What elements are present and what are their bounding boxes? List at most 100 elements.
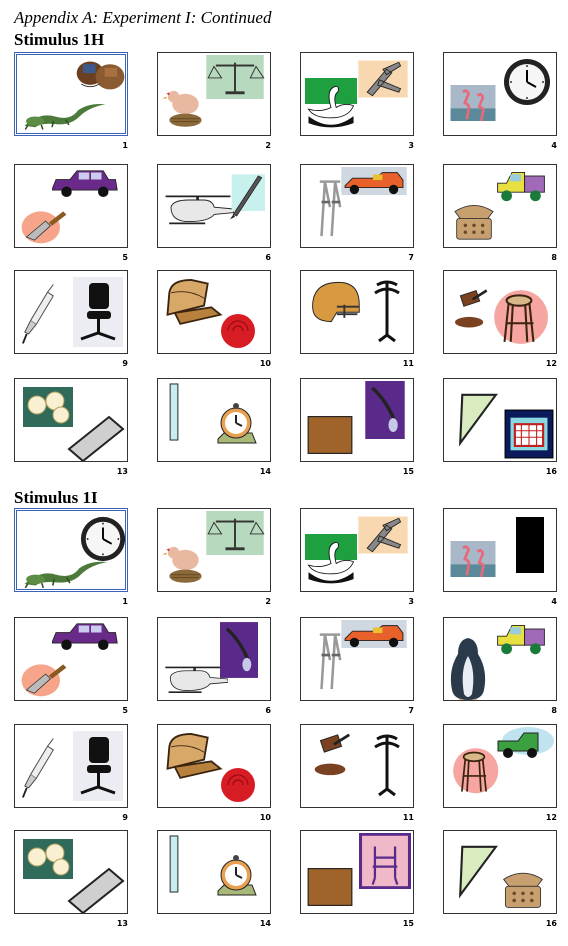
stimulus-cell[interactable] [300,52,414,136]
stimulus-cell[interactable] [300,830,414,914]
stimulus-number: 7 [408,253,414,262]
stimulus-cell[interactable] [157,830,271,914]
stimulus-cell[interactable] [14,270,128,354]
stimulus-number: 11 [402,813,414,822]
triangle-icon [456,841,498,901]
syringe-icon [21,279,59,349]
stimulus-cell[interactable] [300,378,414,462]
stimulus-number: 13 [116,467,128,476]
wall-clock-icon [79,515,125,563]
grey-rectangle-icon [63,865,127,913]
race-car-icon [341,620,407,648]
stimulus-cell[interactable] [443,270,557,354]
stimulus-number: 14 [259,919,271,928]
grey-rectangle-icon [63,413,127,461]
black-rectangle-icon [516,515,544,575]
stimulus-number: 3 [408,141,414,150]
wall-clock-icon [502,57,552,107]
pliers-icon [355,513,411,557]
office-chair-icon [73,275,123,349]
swan-icon [305,77,357,131]
section-title-1i: Stimulus 1I [14,488,98,507]
office-chair-icon [73,729,123,803]
stimulus-cell[interactable] [443,830,557,914]
hen-on-nest-icon [162,81,206,133]
stimulus-cell[interactable] [157,270,271,354]
stimulus-cell[interactable] [443,378,557,462]
stimulus-number: 5 [122,706,128,715]
stimulus-number: 3 [408,597,414,606]
fountain-pen-icon [220,167,270,225]
hen-on-nest-icon [162,537,206,589]
telephone-icon [448,199,500,243]
purple-ink-icon [365,381,405,439]
penguin-icon [448,634,488,700]
purple-chair-icon [358,832,412,890]
stimulus-cell[interactable] [14,830,128,914]
stimulus-cell[interactable] [157,378,271,462]
stimulus-cell[interactable] [443,724,557,808]
alarm-clock-icon [210,851,260,901]
stimulus-cell[interactable] [157,164,271,248]
stimulus-cell[interactable] [14,508,128,592]
stimulus-number: 2 [265,141,271,150]
syringe-icon [21,733,59,803]
stimulus-number: 1 [122,141,128,150]
stimulus-cell[interactable] [300,617,414,701]
trowel-icon [19,658,69,698]
thin-bar-icon [166,383,182,441]
stimulus-number: 12 [545,813,557,822]
stimulus-cell[interactable] [300,270,414,354]
roses-icon [23,387,73,427]
goal-net-icon [504,409,554,459]
stimulus-number: 6 [265,706,271,715]
stimulus-number: 6 [265,253,271,262]
stimulus-cell[interactable] [157,617,271,701]
iguana-icon [23,555,109,589]
stool-icon [448,741,500,797]
stimulus-cell[interactable] [443,164,557,248]
stimulus-cell[interactable] [157,724,271,808]
stimulus-cell[interactable] [14,724,128,808]
stimulus-cell[interactable] [157,52,271,136]
stimulus-number: 1 [122,597,128,606]
pliers-icon [355,57,411,101]
coat-rack-icon [367,273,407,347]
stimulus-cell[interactable] [443,52,557,136]
purple-ink-icon [220,620,258,680]
trowel-icon [19,205,69,245]
stimulus-cell[interactable] [157,508,271,592]
stimulus-cell[interactable] [14,617,128,701]
telephone-icon [496,867,550,911]
crutches-icon [313,628,347,694]
stimulus-cell[interactable] [14,378,128,462]
armchair-icon [162,277,226,325]
stimulus-cell[interactable] [14,164,128,248]
stimulus-cell[interactable] [300,724,414,808]
football-helmet-icon [307,277,363,327]
stimulus-cell[interactable] [14,52,128,136]
helicopter-icon [162,662,229,696]
brown-square-icon [307,867,353,907]
stimulus-number: 5 [122,253,128,262]
stimulus-cell[interactable] [443,617,557,701]
brown-square-icon [307,415,353,455]
stimulus-number: 2 [265,597,271,606]
stimulus-number: 4 [551,141,557,150]
stimulus-number: 13 [116,919,128,928]
crutches-icon [313,175,347,241]
flamingos-icon [450,85,496,122]
stimulus-number: 8 [551,253,557,262]
boxing-gloves-icon [71,57,125,93]
triangle-icon [456,389,498,449]
race-car-icon [341,167,407,195]
stimulus-cell[interactable] [300,164,414,248]
old-truck-icon [492,620,550,656]
scales-icon [204,511,266,555]
rose-icon [218,765,258,805]
stimulus-number: 16 [545,467,557,476]
stimulus-cell[interactable] [300,508,414,592]
stimulus-number: 12 [545,359,557,368]
stimulus-cell[interactable] [443,508,557,592]
stimulus-number: 8 [551,706,557,715]
